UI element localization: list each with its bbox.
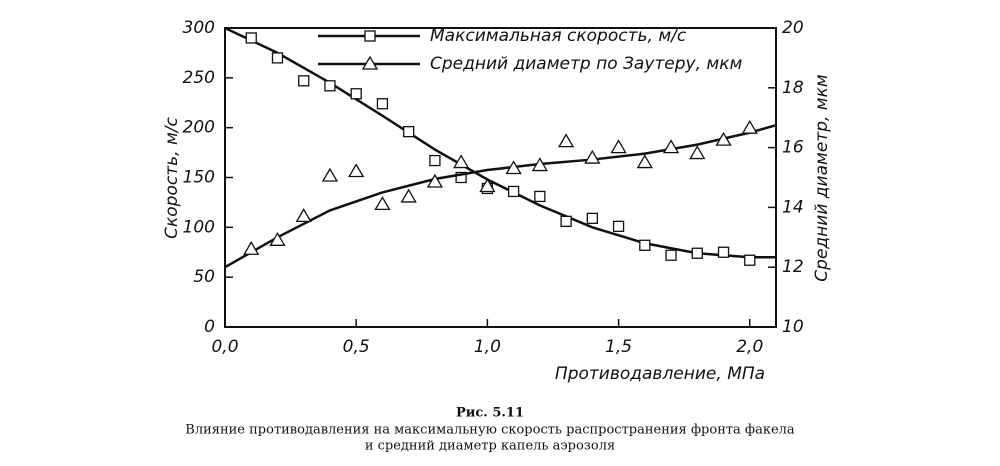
square-marker <box>691 247 703 259</box>
square-marker <box>429 154 441 167</box>
square-marker <box>376 98 389 110</box>
y2-tick-label: 16 <box>782 138 804 158</box>
triangle-marker <box>531 157 548 172</box>
square-marker <box>665 249 677 261</box>
triangle-marker <box>479 178 496 193</box>
square-marker <box>534 190 546 203</box>
fit-curve <box>224 123 777 269</box>
square-marker <box>455 171 467 184</box>
square-marker <box>560 215 572 228</box>
triangle-marker <box>662 139 680 154</box>
square-marker <box>298 75 310 87</box>
y2-tick-label: 14 <box>782 197 804 217</box>
y-tick-label: 250 <box>183 68 215 88</box>
square-marker <box>350 88 362 100</box>
triangle-marker <box>374 196 391 211</box>
x-tick-label: 2,0 <box>736 337 763 357</box>
triangle-marker <box>715 131 732 146</box>
square-marker <box>507 185 520 198</box>
triangle-marker <box>295 208 312 223</box>
triangle-marker <box>321 167 339 182</box>
triangle-marker <box>636 154 653 169</box>
y2-tick-label: 18 <box>782 78 804 98</box>
y-tick-label: 0 <box>204 317 215 337</box>
y2-axis-label: Средний диаметр, мкм <box>812 74 832 282</box>
triangle-marker <box>584 149 601 164</box>
triangle-marker <box>505 160 522 175</box>
triangle-marker <box>453 154 470 169</box>
caption-number: Рис. 5.11 <box>456 406 524 421</box>
y2-tick-label: 20 <box>782 18 804 38</box>
triangle-marker <box>348 163 365 178</box>
legend-label: Максимальная скорость, м/с <box>430 26 687 46</box>
triangle-marker <box>689 145 706 160</box>
square-marker <box>245 32 257 44</box>
square-marker <box>324 80 336 92</box>
triangle-marker <box>400 188 417 203</box>
caption-line: Влияние противодавления на максимальную … <box>185 423 795 438</box>
caption-line: и средний диаметр капель аэрозоля <box>365 439 615 454</box>
square-marker <box>717 246 730 258</box>
triangle-marker <box>741 119 758 134</box>
x-tick-label: 0,0 <box>211 337 238 357</box>
triangle-marker <box>426 173 444 188</box>
legend-label: Средний диаметр по Заутеру, мкм <box>430 54 743 74</box>
square-marker <box>639 239 651 251</box>
y2-tick-label: 10 <box>782 317 804 337</box>
x-axis-label: Противодавление, МПа <box>555 364 765 384</box>
x-tick-label: 0,5 <box>343 337 370 357</box>
square-marker <box>744 254 756 266</box>
legend-marker <box>364 30 376 42</box>
y2-tick-label: 12 <box>782 257 804 277</box>
x-tick-label: 1,5 <box>605 337 632 357</box>
triangle-marker <box>243 240 260 255</box>
y-tick-label: 150 <box>183 168 215 188</box>
y-tick-label: 300 <box>183 18 215 38</box>
triangle-marker <box>610 139 627 154</box>
legend-marker <box>361 55 379 70</box>
x-tick-label: 1,0 <box>474 337 501 357</box>
square-marker <box>271 52 284 64</box>
triangle-marker <box>269 231 286 246</box>
y-tick-label: 200 <box>183 118 215 138</box>
y-tick-label: 50 <box>193 267 215 287</box>
y-axis-label: Скорость, м/с <box>162 117 182 239</box>
triangle-marker <box>557 133 575 148</box>
square-marker <box>612 220 625 232</box>
square-marker <box>586 212 598 225</box>
y-tick-label: 100 <box>183 217 215 237</box>
square-marker <box>403 126 415 138</box>
